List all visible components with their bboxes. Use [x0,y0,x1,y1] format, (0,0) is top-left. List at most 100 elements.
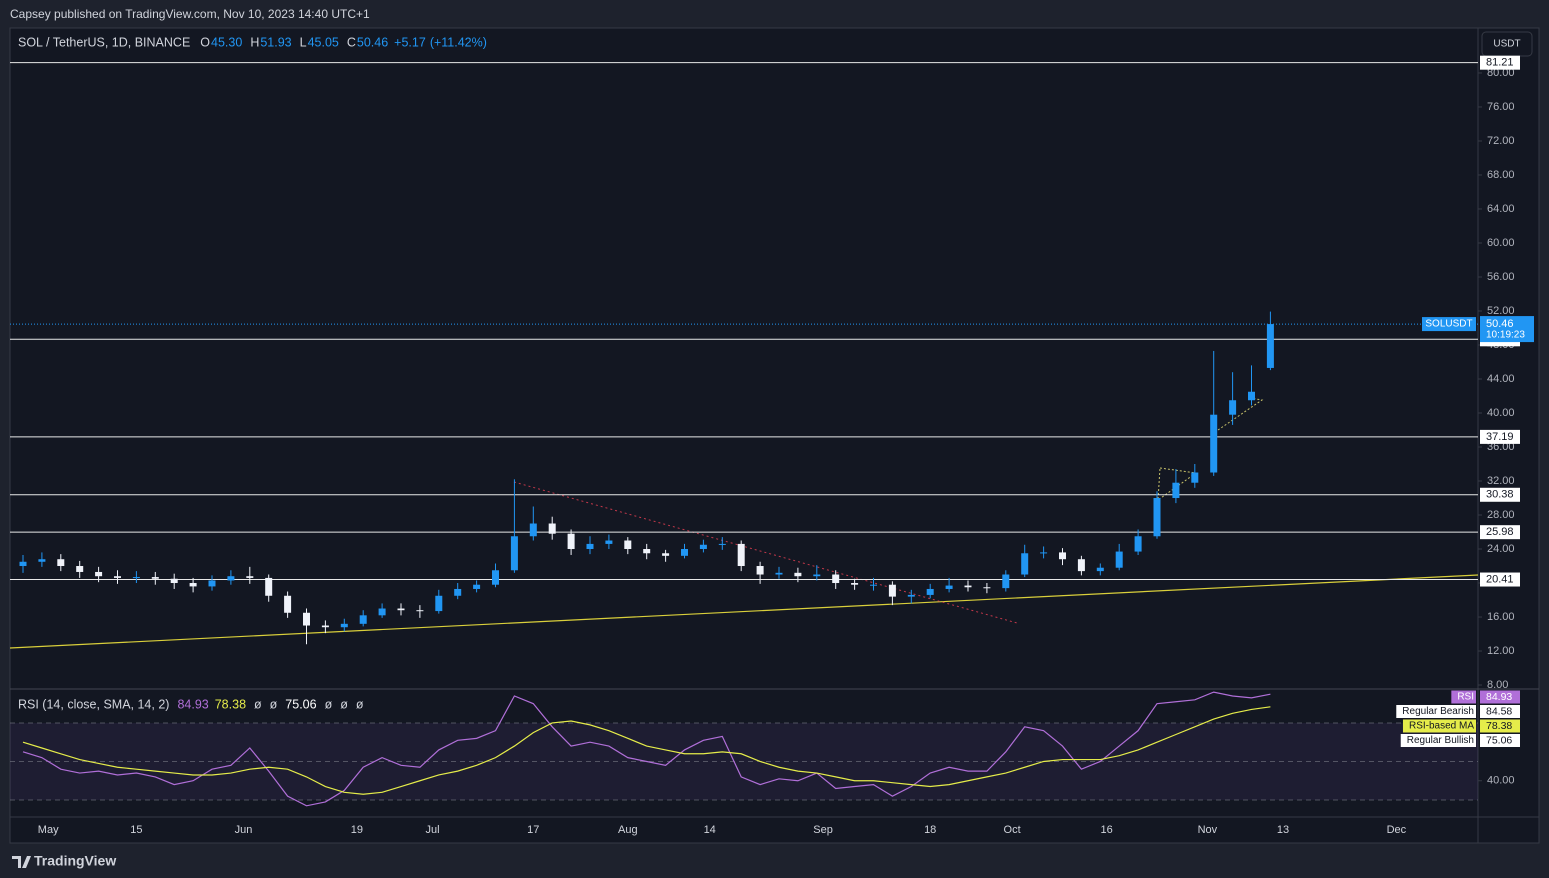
y-tick-label: 12.00 [1487,645,1515,657]
candle-body [813,574,821,577]
rsi-tag-bg [1400,734,1476,747]
candle-body [1153,498,1161,537]
candle-body [76,566,84,572]
price-tag-value: 50.46 [1486,318,1514,330]
level-label-bg [1480,429,1520,444]
y-tick-label: 40.00 [1487,775,1515,787]
candle-body [964,585,972,588]
level-label-bg [1480,572,1520,587]
rsi-line [22,706,1271,795]
level-label-bg [1480,487,1520,502]
legend-rsi: 84.93 [177,697,208,711]
candle-body [548,523,556,534]
level-label: 37.19 [1486,431,1514,443]
candle-body [303,612,310,626]
currency-label[interactable]: USDT [1493,39,1520,50]
candle-body [529,523,537,537]
x-tick-label: 18 [924,824,936,836]
level-label: 20.41 [1486,573,1514,585]
rsi-value: 84.93 [1486,691,1512,703]
rsi-value-bg [1480,690,1520,704]
candle-body [1021,553,1029,575]
legend-na2: ø [270,697,278,711]
level-label-bg [1480,55,1520,70]
candle-body [473,584,481,589]
candle-body [1115,551,1123,568]
candle-body [756,566,764,575]
x-tick-label: 17 [527,824,539,836]
candle-body [378,608,386,616]
candle-body [643,549,651,554]
y-tick-label: 72.00 [1487,135,1515,147]
candle-body [1191,472,1199,483]
rsi-tag-name: Regular Bullish [1407,735,1474,746]
x-tick-label: Jun [235,824,253,836]
candle-body [151,577,159,579]
candle-body [492,570,499,585]
y-tick-label: 76.00 [1487,101,1515,113]
legend-o-key: O [200,35,210,49]
candle-body [265,577,273,596]
x-tick-label: 19 [351,824,363,836]
candle-body [832,574,840,584]
y-tick-label: 36.00 [1487,441,1515,453]
trendline-dotted [513,481,1018,624]
candle-body [718,543,726,545]
y-tick-label: 28.00 [1487,509,1515,521]
x-tick-label: 13 [1277,824,1289,836]
candle-body [775,572,783,575]
y-tick-label: 56.00 [1487,271,1515,283]
rsi-value: 84.58 [1486,705,1512,717]
rsi-value-bg [1480,719,1520,733]
candle-body [38,559,46,562]
candle-body [510,536,518,571]
candle-body [95,571,103,577]
rsi-value-bg [1480,705,1520,718]
y-tick-label: 32.00 [1487,475,1515,487]
price-legend: SOL / TetherUS, 1D, BINANCE O 45.30 H 51.93 L… [18,35,487,49]
candle-body [435,595,443,612]
legend-close: 50.46 [357,35,388,49]
rsi-tag-name: Regular Bearish [1402,706,1474,717]
rsi-tag-name: RSI [1457,692,1474,703]
price-tag-countdown: 10:19:23 [1486,330,1525,341]
x-tick-label: Nov [1198,824,1218,836]
chart-panel [9,27,1540,844]
candle-body [170,578,178,584]
candle-body [1134,536,1142,552]
x-tick-label: 14 [704,824,716,836]
candle-body [1172,482,1180,499]
candle-body [567,533,575,550]
rsi-line [22,691,1271,807]
candle-body [1266,324,1274,368]
x-tick-label: May [38,824,59,836]
candle-body [1096,567,1104,572]
candle-body [888,584,896,597]
legend-c-key: C [347,35,356,49]
candle-body [737,543,745,567]
publisher: Capsey published on TradingView.com, Nov… [10,7,370,21]
candle-body [454,588,462,596]
candle-body [57,559,65,567]
y-tick-label: 40.00 [1487,407,1515,419]
candle-body [132,577,140,579]
brand: TradingView [34,853,116,869]
y-tick-label: 80.00 [1487,67,1515,79]
rsi-tag-bg [1402,719,1476,733]
legend-high: 51.93 [260,35,291,49]
rsi-tag-bg [1451,690,1476,704]
candle-body [1229,400,1237,415]
candle-body [359,615,367,624]
candle-body [1040,552,1048,554]
candle-body [284,595,292,613]
legend-l-key: L [300,35,307,49]
level-label-bg [1480,525,1520,540]
legend-open: 45.30 [211,35,242,49]
rsi-tag-name: RSI-based MA [1409,721,1474,732]
candle-body [851,583,859,585]
y-tick-label: 52.00 [1487,305,1515,317]
rsi-value-bg [1480,734,1520,747]
candle-body [1248,391,1255,401]
price-tag [1480,316,1534,343]
